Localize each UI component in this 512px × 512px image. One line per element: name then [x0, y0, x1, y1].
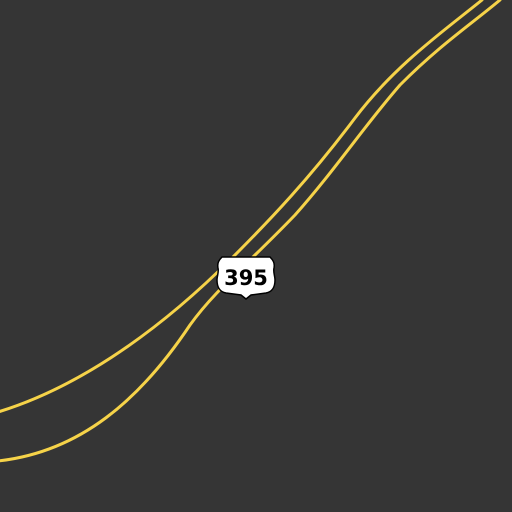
shield-outline	[216, 256, 276, 300]
highway-carriageway-north	[0, 0, 484, 413]
shield-route-number: 395	[224, 266, 268, 290]
highway-carriageway-south	[0, 0, 502, 463]
us-highway-shield-icon[interactable]: 395	[216, 256, 276, 300]
